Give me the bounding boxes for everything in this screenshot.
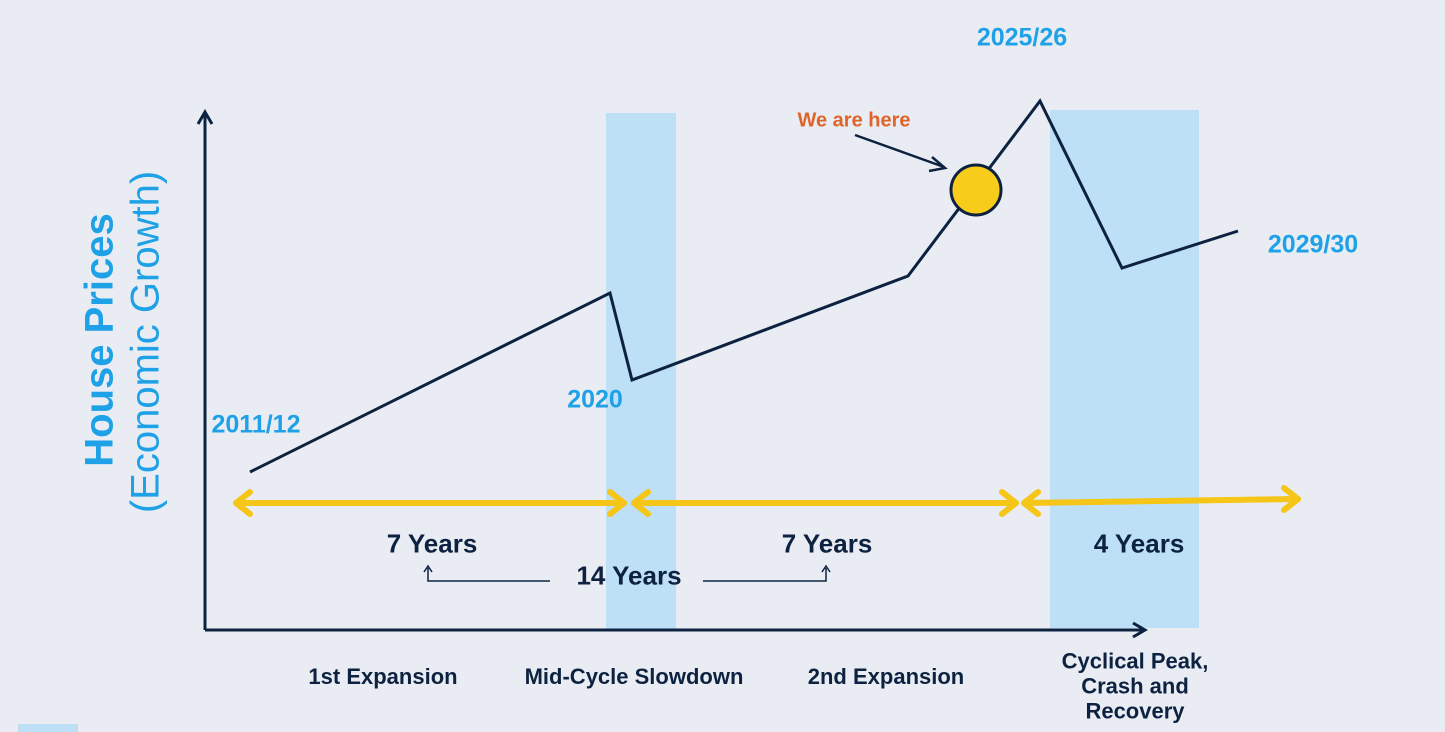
- duration-label: 14 Years: [576, 560, 682, 591]
- here-arrow: [854, 133, 948, 173]
- phase-label: Mid-Cycle Slowdown: [524, 664, 744, 689]
- point-label: 2020: [567, 385, 623, 414]
- arrow-head: [999, 489, 1019, 517]
- price-line: [249, 98, 1239, 474]
- span-brackets: [423, 564, 831, 582]
- slowdown-band: [606, 113, 676, 630]
- corner-swatch: [18, 724, 78, 732]
- arrow-head: [607, 489, 627, 517]
- point-label: 2025/26: [976, 23, 1068, 52]
- axes: [196, 109, 1148, 639]
- x-axis-arrow: [1132, 621, 1148, 639]
- bracket-right-head: [821, 564, 831, 573]
- arrow-head: [1281, 485, 1301, 513]
- phase-label: 2nd Expansion: [807, 664, 965, 689]
- point-label: 2029/30: [1267, 230, 1359, 259]
- period-arrows: [233, 485, 1301, 517]
- annotation: We are here: [797, 109, 911, 132]
- y-axis-title: House Prices: [77, 213, 122, 467]
- bracket-left: [427, 568, 550, 582]
- crash-band: [1050, 110, 1199, 628]
- bracket-right: [703, 568, 827, 582]
- period-arrow: [1021, 496, 1301, 506]
- here-arrow-shaft: [854, 133, 945, 169]
- bracket-left-head: [423, 564, 433, 573]
- phase-label: Cyclical Peak, Crash and Recovery: [1061, 648, 1209, 724]
- point-label: 2011/12: [211, 410, 301, 439]
- current-marker: [949, 163, 1003, 217]
- here-arrow-head: [928, 156, 948, 173]
- phase-label: 1st Expansion: [308, 664, 458, 689]
- duration-label: 7 Years: [781, 528, 873, 559]
- arrow-head: [631, 489, 651, 517]
- arrow-head: [1021, 489, 1041, 517]
- duration-label: 7 Years: [386, 528, 478, 559]
- y-axis-arrow: [196, 109, 214, 125]
- duration-label: 4 Years: [1093, 528, 1185, 559]
- arrow-head: [233, 489, 253, 517]
- y-axis-subtitle: (Economic Growth): [123, 170, 168, 514]
